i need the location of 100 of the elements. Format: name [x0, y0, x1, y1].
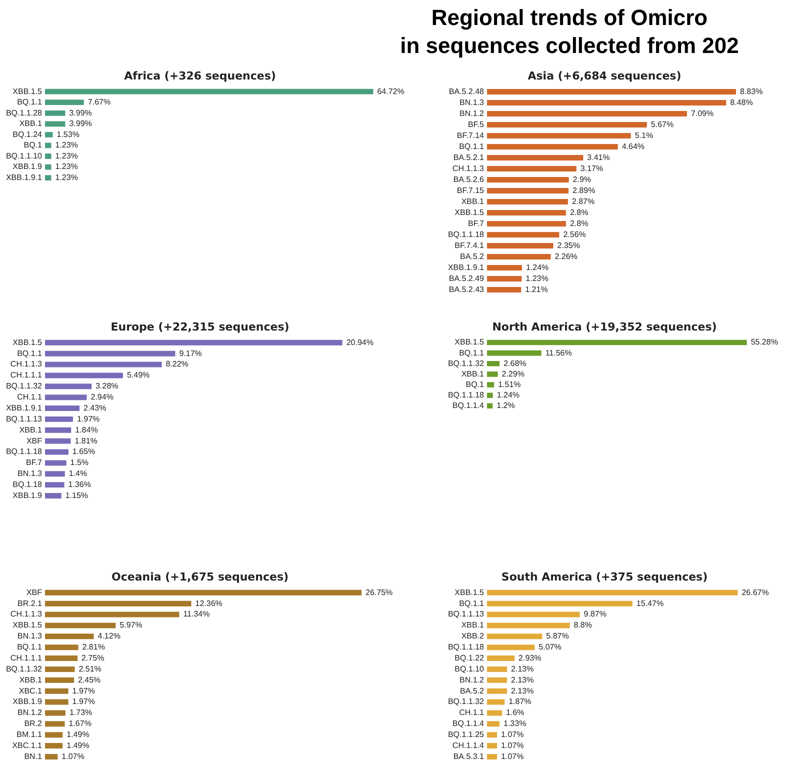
- bar: [487, 634, 542, 640]
- y-tick-label: BQ.1.1: [17, 348, 43, 358]
- data-label: 26.75%: [366, 588, 393, 597]
- data-label: 26.67%: [742, 588, 769, 597]
- bar: [487, 721, 500, 727]
- y-tick-label: BQ.1.1.32: [6, 664, 43, 674]
- data-label: 1.23%: [55, 162, 78, 172]
- data-label: 2.8%: [570, 218, 588, 228]
- data-label: 12.36%: [195, 598, 222, 608]
- bar: [487, 612, 580, 618]
- y-tick-label: BN.1.3: [18, 469, 43, 478]
- data-label: 1.23%: [55, 140, 78, 150]
- data-label: 1.36%: [68, 480, 91, 490]
- bar: [45, 493, 62, 498]
- bar: [487, 100, 726, 106]
- data-label: 2.35%: [557, 240, 580, 250]
- data-label: 2.29%: [502, 369, 524, 378]
- bar: [45, 449, 68, 455]
- bar: [487, 403, 493, 409]
- y-tick-label: BR.2: [24, 719, 43, 728]
- bar: [487, 154, 584, 160]
- y-tick-label: BQ.1.1.4: [452, 401, 485, 410]
- data-label: 2.43%: [84, 403, 106, 412]
- text: Regional trends of Omicro: [430, 4, 709, 32]
- data-label: 2.9%: [572, 174, 592, 184]
- bar: [487, 232, 560, 238]
- data-label: 5.97%: [120, 620, 142, 630]
- data-label: 2.45%: [78, 675, 101, 684]
- y-tick-label: XBB.1.5: [454, 338, 485, 347]
- data-label: 1.24%: [496, 390, 520, 400]
- bar: [45, 340, 342, 346]
- y-tick-label: CH.1.1.3: [10, 610, 43, 619]
- y-tick-label: XBB.1.5: [12, 620, 43, 630]
- bar: [487, 166, 576, 172]
- data-label: 2.81%: [82, 642, 105, 652]
- bar: [45, 427, 72, 433]
- chart-title: Africa (+326 sequences): [124, 69, 276, 82]
- bar: [45, 471, 65, 477]
- bar: [487, 732, 498, 738]
- bar: [487, 110, 687, 116]
- y-tick-label: XBB.1.5: [454, 588, 485, 597]
- bar: [45, 438, 71, 444]
- data-label: 1.15%: [65, 490, 88, 500]
- chart-title: Oceania (+1,675 sequences): [111, 570, 289, 584]
- y-tick-label: CH.1.1.3: [452, 164, 485, 173]
- bar: [487, 198, 568, 204]
- y-tick-label: XBB.1: [19, 675, 43, 684]
- bar: [487, 254, 551, 260]
- bar: [45, 460, 66, 466]
- y-tick-label: BN.1.2: [460, 108, 485, 118]
- y-tick-label: BN.1.2: [460, 675, 485, 684]
- data-label: 1.2%: [496, 401, 515, 410]
- data-label: 1.6%: [506, 708, 524, 718]
- y-tick-label: BA.5.3.1: [453, 752, 485, 761]
- data-label: 2.75%: [82, 653, 104, 662]
- y-tick-label: BQ.1.1.32: [448, 697, 485, 706]
- y-tick-label: BQ.1.1.18: [448, 390, 485, 400]
- y-tick-label: BN.1: [24, 752, 43, 761]
- y-tick-label: BN.1.3: [460, 98, 485, 107]
- bar: [487, 144, 618, 150]
- chart-title: Europe (+22,315 sequences): [110, 320, 290, 334]
- y-tick-label: CH.1.1.1: [10, 370, 43, 380]
- data-label: 5.49%: [126, 370, 150, 380]
- y-tick-label: XBB.1: [461, 369, 485, 378]
- bar: [487, 622, 570, 628]
- bar: [45, 482, 64, 488]
- y-tick-label: BM.1.1: [16, 730, 43, 740]
- y-tick-label: BA.5.2: [460, 252, 485, 261]
- y-tick-label: BQ.1.1.18: [6, 447, 43, 456]
- data-label: 9.17%: [179, 348, 202, 358]
- bar: [487, 392, 493, 398]
- data-label: 2.51%: [78, 664, 102, 674]
- data-label: 7.09%: [690, 108, 714, 118]
- bar: [45, 699, 68, 705]
- y-tick-label: XBB.2: [461, 632, 485, 641]
- y-tick-label: XBB.1.9.1: [6, 173, 43, 182]
- data-label: 1.5%: [70, 458, 89, 468]
- data-label: 1.07%: [501, 740, 524, 750]
- data-label: 15.47%: [636, 598, 664, 608]
- y-tick-label: BQ.1.1.18: [448, 642, 485, 652]
- bar: [487, 88, 736, 94]
- data-label: 1.07%: [62, 752, 84, 761]
- data-label: 1.84%: [75, 425, 98, 434]
- data-label: 9.87%: [584, 610, 606, 619]
- y-tick-label: BA.5.2.48: [448, 86, 485, 96]
- bar: [45, 394, 87, 400]
- bar: [45, 743, 63, 749]
- data-label: 1.81%: [74, 436, 98, 446]
- y-tick-label: XBB.1.9.1: [448, 262, 485, 272]
- data-label: 2.13%: [511, 675, 534, 684]
- y-tick-label: BA.5.2: [460, 686, 485, 696]
- bar: [487, 220, 566, 226]
- data-label: 5.1%: [634, 130, 654, 140]
- data-label: 2.8%: [570, 208, 588, 217]
- bar: [45, 164, 52, 170]
- data-label: 2.26%: [554, 252, 578, 261]
- data-label: 1.67%: [68, 719, 92, 728]
- y-tick-label: BQ.1: [24, 140, 43, 150]
- chart-title: North America (+19,352 sequences): [492, 320, 717, 334]
- bar: [45, 372, 123, 378]
